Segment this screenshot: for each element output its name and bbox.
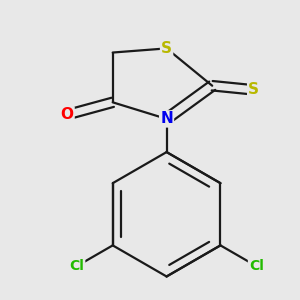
Text: Cl: Cl <box>69 259 84 273</box>
Text: S: S <box>248 82 259 98</box>
Text: S: S <box>161 41 172 56</box>
Text: N: N <box>160 111 173 126</box>
Text: Cl: Cl <box>249 259 264 273</box>
Text: O: O <box>61 107 74 122</box>
